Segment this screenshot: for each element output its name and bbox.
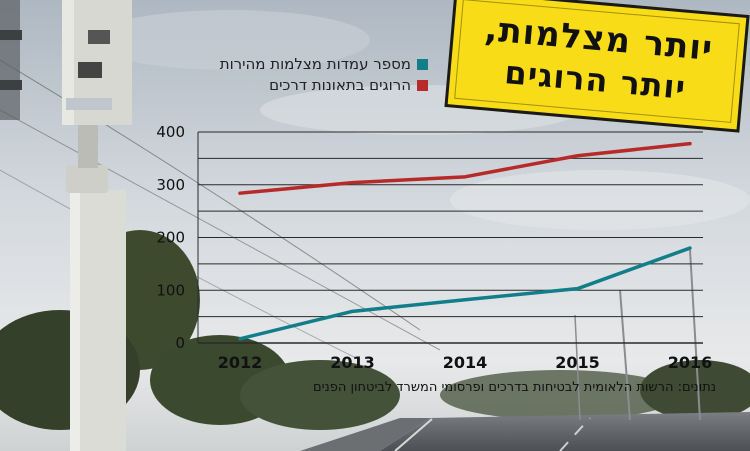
- x-axis-ticks: 2012 2013 2014 2015 2016: [218, 353, 713, 372]
- y-tick-label: 200: [156, 229, 185, 247]
- y-axis-ticks: 0 100 200 300 400: [156, 123, 185, 352]
- x-tick-label: 2016: [668, 353, 713, 372]
- legend-swatch-cameras: [417, 58, 428, 70]
- y-tick-label: 0: [175, 334, 185, 352]
- series-line-0: [238, 246, 692, 341]
- y-tick-label: 400: [156, 123, 185, 141]
- series-lines: [238, 141, 692, 341]
- legend-label-cameras: מספר עמדות מצלמות מהירות: [219, 55, 411, 73]
- x-tick-label: 2014: [443, 353, 488, 372]
- legend-entry-deaths: הרוגים בתאונות דרכים: [269, 76, 428, 94]
- x-tick-label: 2012: [218, 353, 263, 372]
- source-note: נתונים: הרשות הלאומית לבטיחות בדרכים ופר…: [312, 380, 716, 395]
- legend-label-deaths: הרוגים בתאונות דרכים: [269, 76, 411, 94]
- y-tick-label: 100: [156, 281, 185, 299]
- legend-swatch-deaths: [417, 79, 428, 91]
- x-tick-label: 2013: [330, 353, 375, 372]
- x-tick-label: 2015: [555, 353, 600, 372]
- grid-lines: [197, 131, 703, 344]
- y-tick-label: 300: [156, 176, 185, 194]
- series-line-1: [238, 141, 692, 195]
- legend-entry-cameras: מספר עמדות מצלמות מהירות: [220, 55, 428, 73]
